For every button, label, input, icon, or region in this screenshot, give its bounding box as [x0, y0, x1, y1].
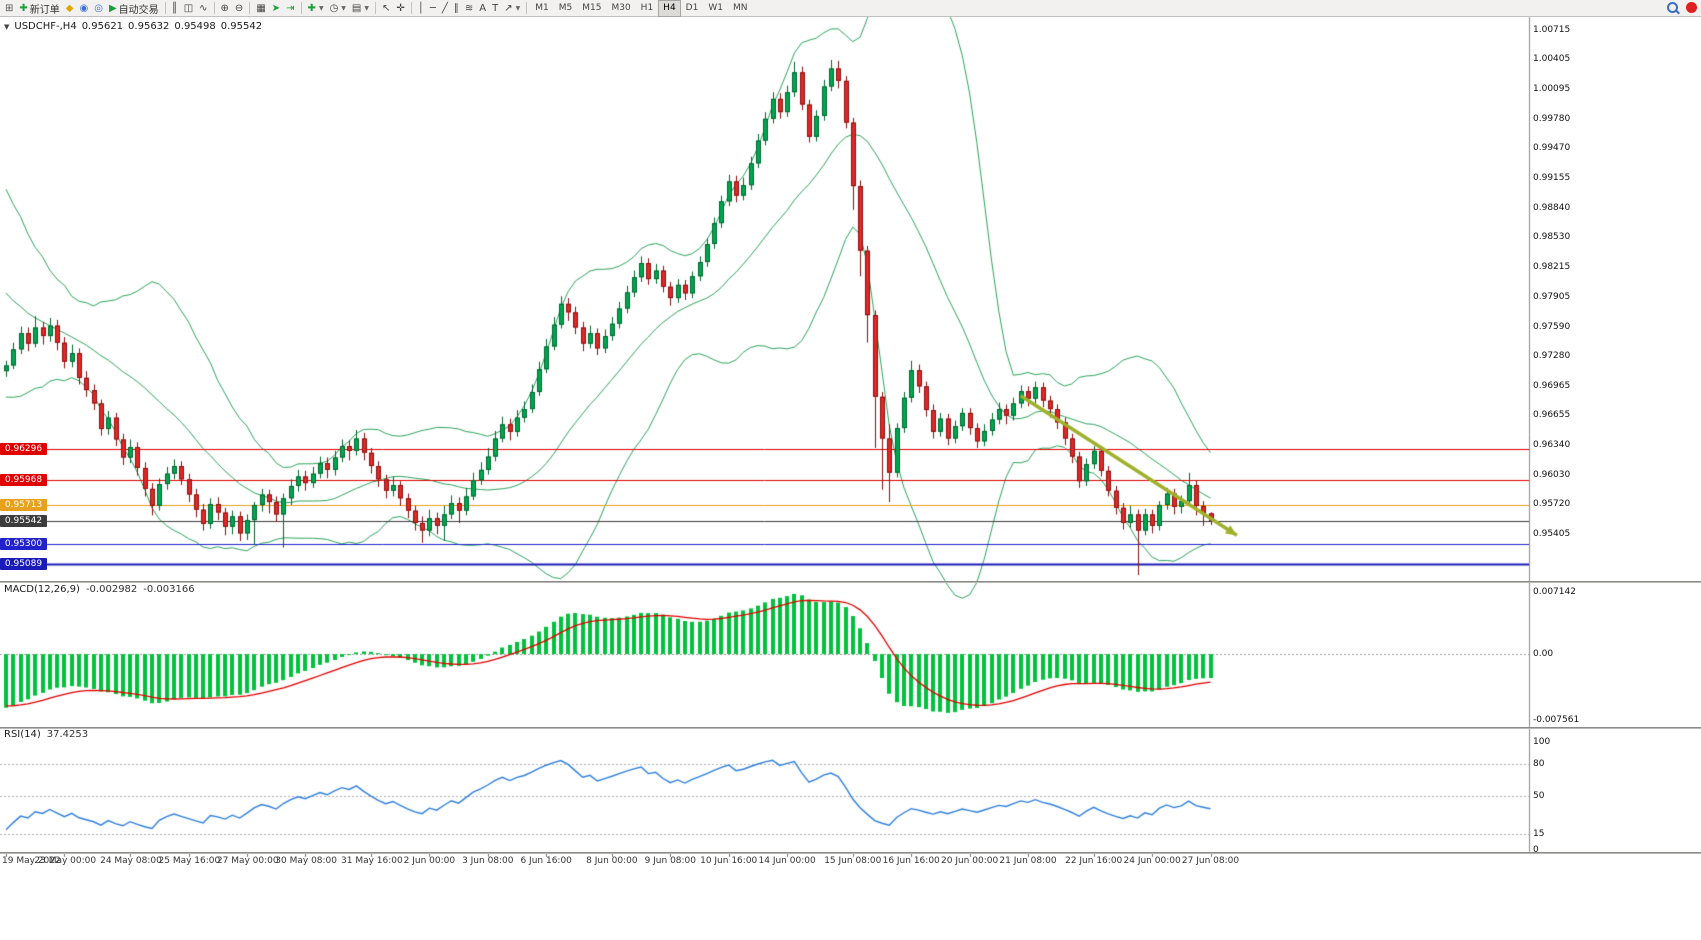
- channel-icon: ∥: [453, 2, 459, 14]
- text-label-icon: T: [492, 2, 499, 14]
- new-order-button[interactable]: ✚ 新订单: [16, 1, 62, 16]
- candlestick-chart-icon: ◫: [183, 2, 194, 14]
- panel-separator[interactable]: [0, 581, 1701, 583]
- notifications-badge[interactable]: [1686, 2, 1697, 13]
- auto-scroll-icon: ➤: [271, 2, 281, 14]
- candlestick-chart-icon[interactable]: ◫: [181, 1, 196, 16]
- arrows-icon[interactable]: ↗ ▼: [501, 1, 523, 16]
- zoom-out-icon: ⊖: [234, 2, 244, 14]
- new-chart-icon: ⊞: [5, 2, 14, 14]
- timeframe-h1-button[interactable]: H1: [640, 2, 654, 13]
- auto-trading-button[interactable]: ▶ 自动交易: [106, 1, 162, 16]
- crosshair-icon[interactable]: ✛: [393, 1, 407, 16]
- panel-separator[interactable]: [0, 852, 1701, 854]
- channel-icon[interactable]: ∥: [451, 1, 462, 16]
- bar-chart-icon: ║: [171, 2, 178, 14]
- new-chart-icon[interactable]: ⊞: [2, 1, 16, 16]
- toolbar-separator: [164, 2, 166, 14]
- toolbar-separator: [213, 2, 215, 14]
- cursor-icon: ↖: [382, 2, 391, 14]
- timeframe-mn-button[interactable]: MN: [732, 2, 748, 13]
- periods-icon: ◷: [329, 2, 339, 14]
- new-order-button-label: 新订单: [29, 4, 60, 16]
- fibonacci-icon[interactable]: ≋: [462, 1, 476, 16]
- templates-icon: ▤: [351, 2, 362, 14]
- chevron-down-icon[interactable]: ▼: [364, 4, 369, 12]
- timeframe-m1-button[interactable]: M1: [535, 2, 549, 13]
- zoom-in-icon: ⊕: [220, 2, 229, 14]
- navigator-icon[interactable]: ◎: [91, 1, 106, 16]
- line-chart-icon: ∿: [199, 2, 208, 14]
- text-label-icon[interactable]: T: [489, 1, 501, 16]
- zoom-in-icon[interactable]: ⊕: [218, 1, 232, 16]
- trendline-icon: ╱: [441, 2, 448, 14]
- toolbar-right: [1667, 2, 1697, 13]
- zoom-out-icon[interactable]: ⊖: [232, 1, 246, 16]
- metaeditor-icon[interactable]: ◆: [63, 1, 77, 16]
- line-chart-icon[interactable]: ∿: [196, 1, 210, 16]
- search-icon[interactable]: [1667, 2, 1678, 13]
- chevron-down-icon[interactable]: ▼: [515, 4, 521, 12]
- bar-chart-icon[interactable]: ║: [169, 1, 181, 16]
- toolbar-separator: [410, 2, 412, 14]
- toolbar-separator: [526, 2, 528, 14]
- toolbar-separator: [249, 2, 251, 14]
- timeframe-h4-button[interactable]: H4: [658, 0, 681, 17]
- vertical-line-icon[interactable]: │: [415, 1, 427, 16]
- trendline-icon[interactable]: ╱: [439, 1, 451, 16]
- indicators-icon: ✚: [307, 2, 316, 14]
- auto-scroll-icon[interactable]: ➤: [269, 1, 283, 16]
- cursor-icon[interactable]: ↖: [379, 1, 393, 16]
- new-order-button: ✚: [19, 2, 28, 14]
- arrows-icon: ↗: [504, 2, 513, 14]
- timeframe-w1-button[interactable]: W1: [708, 2, 723, 13]
- tile-windows-icon: ▦: [256, 2, 266, 14]
- toolbar-separator: [300, 2, 302, 14]
- chart-shift-icon: ⇥: [286, 2, 295, 14]
- timeframe-m30-button[interactable]: M30: [611, 2, 631, 13]
- templates-icon[interactable]: ▤ ▼: [349, 1, 372, 16]
- auto-trading-button-label: 自动交易: [118, 4, 159, 16]
- text-icon: A: [479, 2, 487, 14]
- toolbar-separator: [375, 2, 376, 14]
- toolbar: ⊞ ✚ 新订单 ◆ ◉ ◎ ▶ 自动交易 ║ ◫ ∿ ⊕ ⊖ ▦ ➤ ⇥ ✚ ▼ ◷ ▼ ▤ ▼ ↖ ✛ │ ─ ╱ ∥ ≋ A T ↗ ▼ M1…: [0, 0, 1701, 17]
- data-window-icon: ◉: [79, 2, 89, 14]
- timeframe-m15-button[interactable]: M15: [582, 2, 602, 13]
- timeframe-d1-button[interactable]: D1: [685, 2, 699, 13]
- text-icon[interactable]: A: [476, 1, 489, 16]
- horizontal-line-icon[interactable]: ─: [427, 1, 439, 16]
- horizontal-line-icon: ─: [429, 2, 436, 14]
- indicators-icon[interactable]: ✚ ▼: [305, 1, 327, 16]
- periods-icon[interactable]: ◷ ▼: [327, 1, 349, 16]
- timeframe-m5-button[interactable]: M5: [558, 2, 573, 13]
- tile-windows-icon[interactable]: ▦: [253, 1, 268, 16]
- panel-separator[interactable]: [0, 727, 1701, 729]
- chart-shift-icon[interactable]: ⇥: [283, 1, 297, 16]
- crosshair-icon: ✛: [396, 2, 405, 14]
- chevron-down-icon[interactable]: ▼: [341, 4, 346, 12]
- data-window-icon[interactable]: ◉: [76, 1, 91, 16]
- vertical-line-icon: │: [417, 2, 424, 14]
- metaeditor-icon: ◆: [65, 2, 74, 14]
- chevron-down-icon[interactable]: ▼: [318, 4, 324, 12]
- fibonacci-icon: ≋: [464, 2, 474, 14]
- navigator-icon: ◎: [94, 2, 103, 14]
- auto-trading-button: ▶: [108, 2, 117, 14]
